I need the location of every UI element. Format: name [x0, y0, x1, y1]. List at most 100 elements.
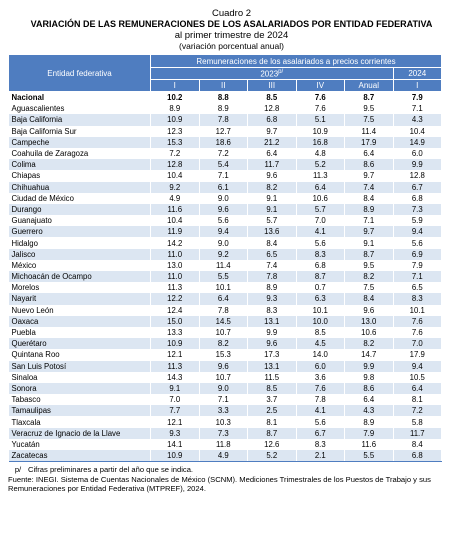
value-cell: 12.6 — [247, 438, 297, 450]
value-cell: 9.1 — [344, 237, 394, 249]
state-name: Chihuahua — [8, 181, 151, 193]
value-cell: 7.6 — [296, 91, 345, 104]
value-cell: 11.3 — [150, 360, 200, 372]
period-header: II — [198, 79, 248, 92]
value-cell: 11.3 — [150, 282, 200, 294]
value-cell: 11.4 — [199, 259, 248, 271]
value-cell: 7.8 — [247, 271, 297, 283]
value-cell: 5.6 — [199, 215, 248, 227]
table-row: Quintana Roo 12.1 15.3 17.3 14.0 14.7 17.9 — [8, 349, 442, 361]
state-name: Nuevo León — [8, 304, 151, 316]
table-row: Yucatán 14.1 11.8 12.6 8.3 11.6 8.4 — [8, 438, 442, 450]
value-cell: 14.7 — [344, 349, 394, 361]
value-cell: 9.7 — [344, 226, 394, 238]
value-cell: 8.2 — [344, 338, 394, 350]
value-cell: 14.5 — [199, 315, 248, 327]
value-cell: 8.1 — [247, 416, 297, 428]
table-row: Hidalgo 14.2 9.0 8.4 5.6 9.1 5.6 — [8, 237, 442, 249]
value-cell: 11.0 — [150, 248, 200, 260]
value-cell: 9.6 — [344, 304, 394, 316]
table-row: Tabasco 7.0 7.1 3.7 7.8 6.4 8.1 — [8, 394, 442, 406]
table-row: Durango 11.6 9.6 9.1 5.7 8.9 7.3 — [8, 203, 442, 216]
value-cell: 6.7 — [393, 181, 442, 193]
value-cell: 6.4 — [199, 293, 248, 305]
page: Cuadro 2 VARIACIÓN DE LAS REMUNERACIONES… — [0, 8, 463, 545]
value-cell: 9.4 — [393, 226, 442, 238]
state-name: Tabasco — [8, 394, 151, 406]
value-cell: 4.8 — [296, 147, 345, 160]
year-header: 2024 — [392, 67, 442, 80]
value-cell: 9.6 — [247, 170, 297, 182]
table-row: Veracruz de Ignacio de la Llave 9.3 7.3 8.7… — [8, 427, 442, 439]
value-cell: 8.9 — [344, 416, 394, 428]
value-cell: 12.8 — [247, 103, 297, 115]
value-cell: 7.9 — [344, 427, 394, 439]
state-name: Aguascalientes — [8, 103, 151, 115]
value-cell: 7.6 — [296, 382, 345, 395]
value-cell: 7.5 — [344, 282, 394, 294]
value-cell: 13.1 — [247, 360, 297, 372]
header: Cuadro 2 VARIACIÓN DE LAS REMUNERACIONES… — [0, 8, 463, 52]
value-cell: 6.4 — [247, 147, 297, 160]
value-cell: 7.8 — [199, 304, 248, 316]
state-name: Baja California — [8, 114, 151, 126]
value-cell: 12.7 — [199, 125, 248, 137]
data-table: Entidad federativa Remuneraciones de los… — [8, 54, 442, 463]
value-cell: 8.7 — [296, 271, 345, 283]
value-cell: 7.6 — [296, 103, 345, 115]
value-cell: 3.3 — [199, 405, 248, 417]
value-cell: 8.9 — [344, 203, 394, 216]
value-cell: 15.3 — [199, 349, 248, 361]
value-cell: 11.9 — [150, 226, 200, 238]
value-cell: 10.4 — [393, 125, 442, 137]
column-header: Entidad federativa — [8, 54, 151, 92]
value-cell: 5.6 — [296, 416, 345, 428]
footnotes: p/Cifras preliminares a partir del año q… — [8, 465, 442, 494]
value-cell: 5.2 — [296, 159, 345, 171]
value-cell: 11.7 — [247, 159, 297, 171]
value-cell: 0.7 — [296, 282, 345, 294]
footnote-note: Cifras preliminares a partir del año que… — [28, 465, 194, 475]
value-cell: 6.8 — [393, 450, 442, 463]
value-cell: 12.4 — [150, 304, 200, 316]
table-row: Zacatecas 10.9 4.9 5.2 2.1 5.5 6.8 — [8, 450, 442, 463]
value-cell: 10.4 — [150, 215, 200, 227]
value-cell: 17.9 — [393, 349, 442, 361]
state-name: Tamaulipas — [8, 405, 151, 417]
period-header: I — [392, 79, 442, 92]
value-cell: 5.5 — [199, 271, 248, 283]
state-name: Durango — [8, 203, 151, 216]
value-cell: 7.1 — [199, 394, 248, 406]
value-cell: 7.5 — [344, 114, 394, 126]
table-row: Baja California 10.9 7.8 6.8 5.1 7.5 4.3 — [8, 114, 442, 126]
table-row: San Luis Potosí 11.3 9.6 13.1 6.0 9.9 9.4 — [8, 360, 442, 372]
value-cell: 14.0 — [296, 349, 345, 361]
value-cell: 8.7 — [247, 427, 297, 439]
value-cell: 11.7 — [393, 427, 442, 439]
value-cell: 10.1 — [296, 304, 345, 316]
value-cell: 10.9 — [150, 338, 200, 350]
table-row: Chiapas 10.4 7.1 9.6 11.3 9.7 12.8 — [8, 170, 442, 182]
table-row: Nacional 10.2 8.8 8.5 7.6 8.7 7.9 — [8, 91, 442, 104]
value-cell: 21.2 — [247, 136, 297, 148]
value-cell: 2.5 — [247, 405, 297, 417]
state-name: Jalisco — [8, 248, 151, 260]
value-cell: 6.8 — [296, 259, 345, 271]
value-cell: 9.3 — [247, 293, 297, 305]
value-cell: 7.1 — [393, 103, 442, 115]
value-cell: 6.5 — [393, 282, 442, 294]
value-cell: 9.6 — [199, 203, 248, 216]
value-cell: 10.6 — [296, 192, 345, 204]
value-cell: 9.6 — [247, 338, 297, 350]
value-cell: 7.1 — [199, 170, 248, 182]
value-cell: 7.0 — [393, 338, 442, 350]
value-cell: 3.6 — [296, 371, 345, 383]
value-cell: 14.3 — [150, 371, 200, 383]
value-cell: 6.0 — [393, 147, 442, 160]
state-name: Sonora — [8, 382, 151, 395]
table-row: Ciudad de México 4.9 9.0 9.1 10.6 8.4 6.8 — [8, 192, 442, 204]
state-name: Oaxaca — [8, 315, 151, 327]
period-row: I II III IV Anual I — [9, 79, 442, 92]
value-cell: 8.8 — [199, 91, 248, 104]
value-cell: 4.3 — [344, 405, 394, 417]
